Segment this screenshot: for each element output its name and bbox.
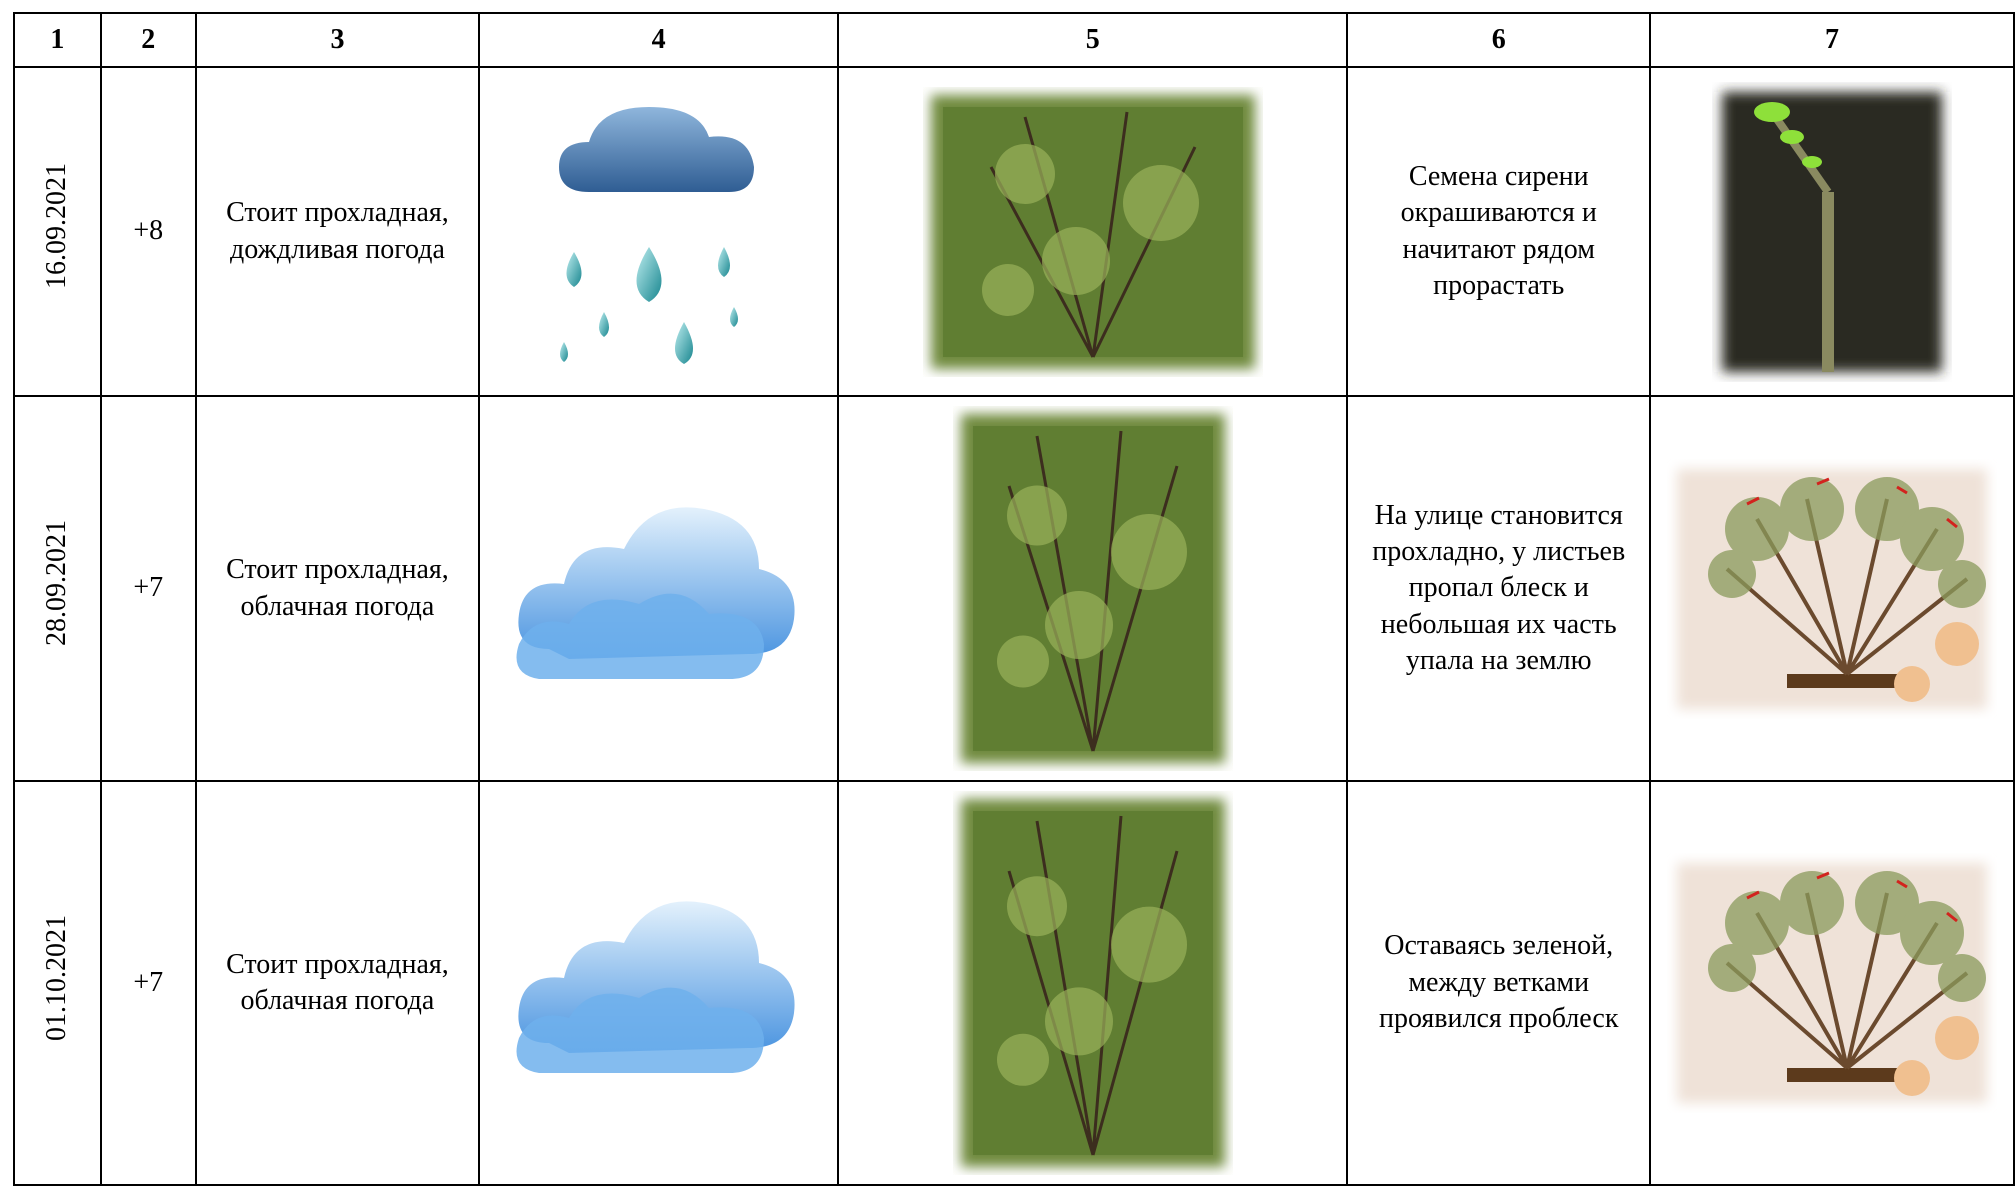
date-cell: 01.10.2021 [13,780,102,1186]
illustration-cell [1649,66,2015,397]
column-number: 6 [1346,12,1651,68]
observation-note: Семена сирени окрашиваются и начитают ря… [1346,66,1651,397]
temperature: +8 [99,66,197,397]
column-number: 5 [837,12,1349,68]
photo-cell [837,66,1349,397]
date-cell: 28.09.2021 [13,395,102,782]
cloud-icon [516,506,795,679]
photo-cell [837,395,1349,782]
column-number: 3 [194,12,481,68]
weather-icon-cell [478,780,840,1186]
observation-note: На улице становится прохладно, у листьев… [1346,395,1651,782]
temperature: +7 [99,395,197,782]
lilac-photo [960,414,1225,763]
illustration-cell [1649,780,2015,1186]
column-number: 1 [13,12,102,68]
sprout-photo [1722,91,1942,372]
observation-row: 28.09.2021 +7 Стоит прохладная, облачная… [13,395,2015,782]
illustration-cell [1649,395,2015,782]
observation-note: Оставаясь зеленой, между ветками проявил… [1346,780,1651,1186]
pruning-scheme [1677,863,1987,1103]
column-number: 4 [478,12,840,68]
lilac-photo [960,799,1225,1167]
date: 01.10.2021 [41,914,73,1041]
date: 28.09.2021 [41,520,73,647]
weather-description: Стоит прохладная, облачная погода [194,395,481,782]
column-number: 7 [1649,12,2015,68]
cloud-icon [516,901,795,1073]
weather-icon-cell [478,395,840,782]
column-number: 2 [99,12,197,68]
lilac-photo [930,94,1255,369]
date: 16.09.2021 [41,163,73,290]
observation-row: 01.10.2021 +7 Стоит прохладная, облачная… [13,780,2015,1186]
temperature: +7 [99,780,197,1186]
weather-description: Стоит прохладная, дождливая погода [194,66,481,397]
date-cell: 16.09.2021 [13,66,102,397]
observation-row: 16.09.2021 +8 Стоит прохладная, дождлива… [13,66,2015,397]
weather-description: Стоит прохладная, облачная погода [194,780,481,1186]
pruning-scheme [1677,468,1987,709]
photo-cell [837,780,1349,1186]
rain-icon [558,106,754,364]
weather-icon-cell [478,66,840,397]
